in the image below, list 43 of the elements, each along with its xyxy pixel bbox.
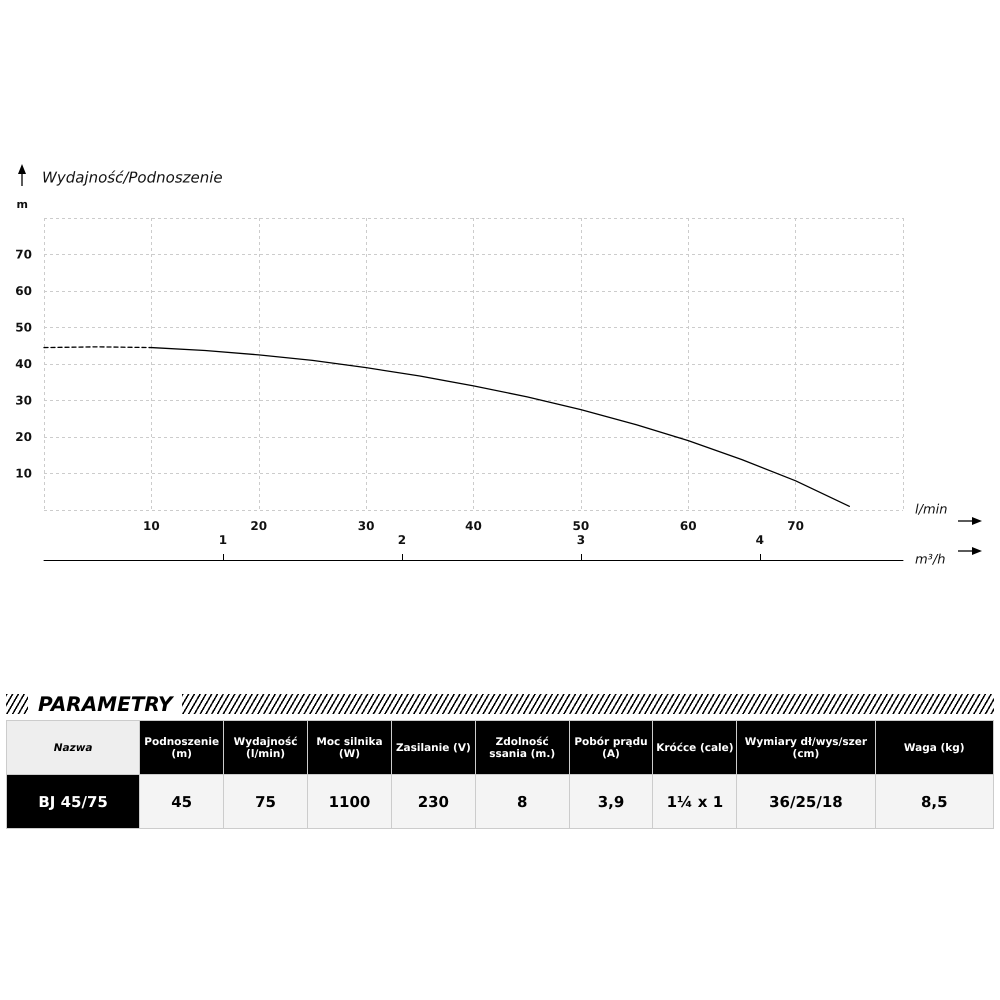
x-tick-label: 40 <box>465 519 482 533</box>
category-label: Zdolność ssania (m.) <box>475 720 570 774</box>
y-axis-title: m <box>16 198 28 211</box>
y-tick-label: 60 <box>15 284 32 298</box>
text: 8,5 <box>875 774 994 828</box>
x-tick-label: 60 <box>680 519 697 533</box>
category-label: Zasilanie (V) <box>391 720 476 774</box>
chart-title: Wydajność/Podnoszenie <box>42 168 223 186</box>
text: 230 <box>391 774 476 828</box>
category-label: Waga (kg) <box>875 720 994 774</box>
x-tick-label: 70 <box>787 519 804 533</box>
text: 1¼ x 1 <box>652 774 737 828</box>
x2-tick-label: 1 <box>218 533 228 547</box>
text: BJ 45/75 <box>6 774 140 828</box>
x-tick-label: 20 <box>250 519 268 533</box>
x-axis-title: l/min <box>915 502 948 518</box>
category-label: Wymiary dł/wys/szer (cm) <box>736 720 875 774</box>
x2-tick-label: 2 <box>398 533 406 547</box>
category-label: Moc silnika (W) <box>308 720 392 774</box>
category-label: Nazwa <box>6 720 140 774</box>
y-tick-label: 40 <box>15 357 32 371</box>
y-tick-label: 10 <box>15 466 32 480</box>
y-tick-label: 70 <box>15 248 32 262</box>
category-label: Wydajność (l/min) <box>224 720 308 774</box>
x2-tick-label: 3 <box>576 533 586 547</box>
y-tick-label: 50 <box>15 320 32 334</box>
category-label: Pobór prądu (A) <box>569 720 653 774</box>
x-tick-label: 30 <box>358 519 374 533</box>
x2-axis-title: m³/h <box>915 552 946 568</box>
x-tick-label: 10 <box>143 519 160 533</box>
text: 3,9 <box>569 774 653 828</box>
category-label: Króćce (cale) <box>652 720 737 774</box>
y-tick-label: 20 <box>15 430 32 444</box>
text: PARAMETRY <box>37 692 175 716</box>
text: 8 <box>475 774 570 828</box>
text: 1100 <box>308 774 392 828</box>
x-tick-label: 50 <box>572 519 590 533</box>
text: 75 <box>224 774 308 828</box>
text: 45 <box>140 774 224 828</box>
text: 36/25/18 <box>736 774 875 828</box>
y-tick-label: 30 <box>15 394 32 408</box>
category-label: Podnoszenie (m) <box>140 720 224 774</box>
x2-tick-label: 4 <box>756 533 764 547</box>
